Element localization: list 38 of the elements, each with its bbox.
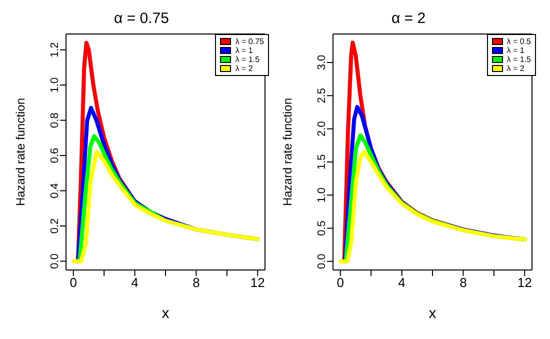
y-tick-label: 0.8	[48, 112, 61, 128]
y-tick-label: 2.0	[316, 121, 328, 136]
x-tick-label: 0	[70, 275, 77, 290]
x-tick-label: 0	[336, 275, 344, 290]
legend-label: λ = 1.5	[506, 55, 531, 64]
x-tick-label: 4	[131, 275, 138, 290]
legend-label: λ = 1	[506, 46, 524, 55]
x-tick-label: 8	[460, 275, 467, 290]
legend-label: λ = 0.5	[506, 37, 531, 46]
x-tick-label: 12	[250, 275, 265, 290]
line-series	[71, 150, 260, 264]
legend-label: λ = 0.75	[235, 37, 264, 46]
x-axis-title: x	[428, 305, 437, 322]
y-tick-label: 0.4	[48, 183, 61, 198]
legend-label: λ = 1	[235, 46, 253, 55]
y-tick-label: 1.0	[48, 77, 61, 93]
y-tick-label: 0.2	[48, 218, 61, 234]
y-tick-label: 2.5	[316, 88, 328, 104]
legend-label: λ = 2	[506, 64, 524, 73]
legend-label: λ = 1.5	[235, 55, 260, 64]
legend-label: λ = 2	[235, 64, 253, 73]
x-axis-title: x	[162, 305, 170, 322]
y-tick-label: 0.6	[48, 148, 61, 164]
y-tick-label: 1.2	[48, 42, 61, 58]
y-tick-label: 0.0	[48, 254, 61, 269]
x-tick-label: 4	[398, 275, 406, 290]
y-axis-title: Hazard rate function	[13, 98, 28, 206]
chart-title: α = 2	[390, 9, 427, 29]
y-tick-label: 0.0	[316, 254, 328, 270]
y-tick-label: 1.5	[316, 154, 328, 170]
line-series	[338, 150, 527, 264]
y-tick-label: 0.5	[316, 220, 328, 236]
y-axis-title: Hazard rate function	[280, 98, 294, 206]
x-tick-label: 8	[192, 275, 200, 290]
chart-title: α = 0.75	[113, 9, 170, 29]
y-tick-label: 1.0	[316, 187, 328, 203]
x-tick-label: 12	[517, 275, 532, 290]
y-tick-label: 3.0	[316, 54, 328, 70]
